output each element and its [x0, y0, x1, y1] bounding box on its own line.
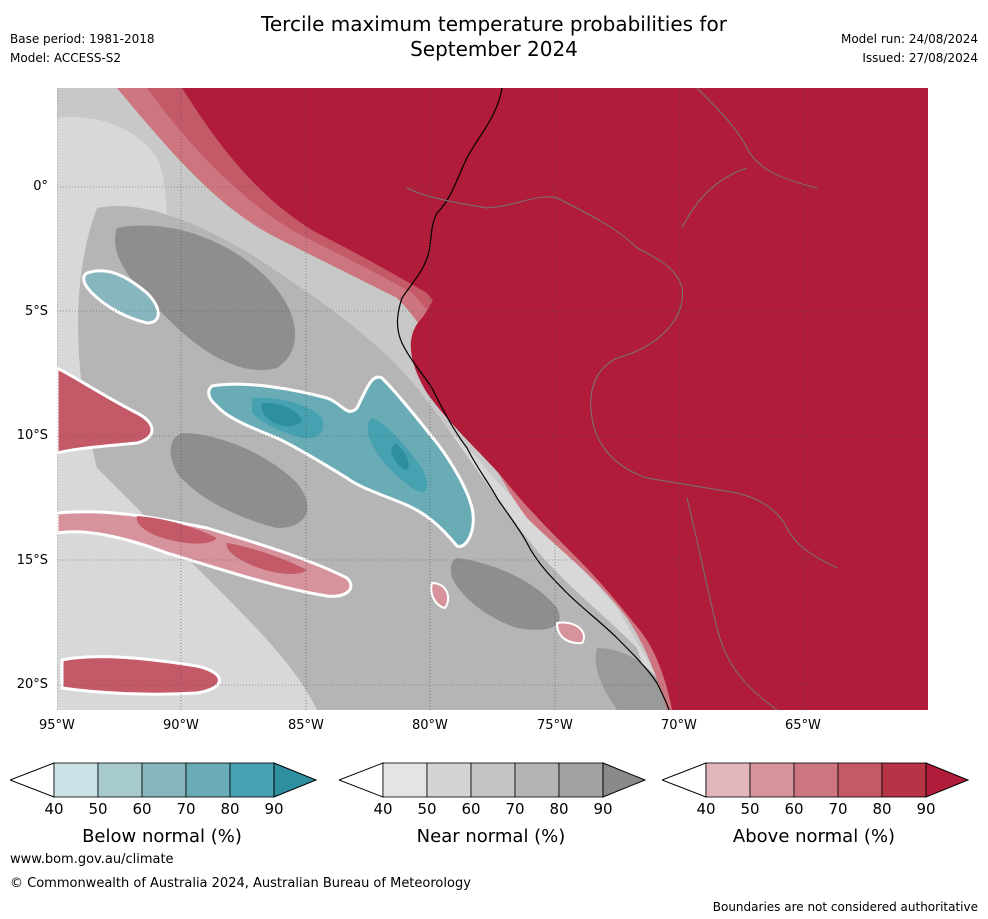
country-borders	[406, 88, 838, 710]
lat-label-20s: 20°S	[16, 677, 48, 692]
cb-above-seg-4	[837, 762, 883, 798]
above-normal-band-1	[57, 510, 353, 598]
colorbar-near: 40 50 60 70 80 90 Near normal (%)	[337, 762, 647, 852]
cb-below-tick-70: 70	[176, 800, 196, 818]
cb-near-tick-60: 60	[461, 800, 481, 818]
copyright-notice: © Commonwealth of Australia 2024, Austra…	[10, 876, 471, 891]
cb-near-tick-80: 80	[549, 800, 569, 818]
cb-near-tick-40: 40	[373, 800, 393, 818]
cb-near-label: Near normal (%)	[416, 826, 566, 847]
coastline	[396, 88, 670, 710]
cb-above-seg-2	[749, 762, 795, 798]
cb-near-under	[337, 762, 384, 798]
cb-below-seg-2	[97, 762, 143, 798]
cb-below-seg-5	[229, 762, 275, 798]
above-normal-west-patch	[57, 366, 154, 455]
colorbar-below-bar	[8, 762, 318, 798]
cb-below-tick-80: 80	[220, 800, 240, 818]
cb-near-seg-5	[558, 762, 604, 798]
above-normal-south-patch	[60, 655, 221, 696]
website-link[interactable]: www.bom.gov.au/climate	[10, 852, 174, 867]
cb-above-over	[925, 762, 970, 798]
lat-label-5s: 5°S	[24, 304, 48, 319]
cb-above-seg-1	[705, 762, 751, 798]
cb-near-seg-1	[382, 762, 428, 798]
cb-near-seg-3	[470, 762, 516, 798]
cb-above-tick-60: 60	[784, 800, 804, 818]
cb-above-seg-3	[793, 762, 839, 798]
lon-label-75w: 75°W	[537, 718, 573, 733]
cb-near-tick-90: 90	[593, 800, 613, 818]
land-mass	[410, 88, 928, 710]
cb-above-seg-5	[881, 762, 927, 798]
near-normal-dark-patch-2	[170, 433, 308, 528]
lon-label-85w: 85°W	[288, 718, 324, 733]
cb-below-tick-50: 50	[88, 800, 108, 818]
cb-above-under	[660, 762, 707, 798]
lat-label-0: 0°	[33, 179, 48, 194]
title-line-1: Tercile maximum temperature probabilitie…	[261, 12, 727, 36]
cb-above-label: Above normal (%)	[732, 826, 896, 847]
cb-above-tick-70: 70	[828, 800, 848, 818]
cb-below-tick-90: 90	[264, 800, 284, 818]
cb-above-tick-40: 40	[696, 800, 716, 818]
cb-above-tick-80: 80	[872, 800, 892, 818]
colorbar-above-bar	[660, 762, 970, 798]
lat-label-10s: 10°S	[16, 428, 48, 443]
lon-label-65w: 65°W	[785, 718, 821, 733]
lon-label-90w: 90°W	[163, 718, 199, 733]
near-normal-dark-patch-4	[595, 648, 667, 710]
page-title: Tercile maximum temperature probabilitie…	[0, 12, 988, 62]
near-normal-dark-patch-3	[450, 558, 560, 630]
below-normal-north-patch	[82, 269, 160, 325]
colorbar-below: 40 50 60 70 80 90 Below normal (%)	[8, 762, 318, 852]
cb-near-tick-70: 70	[505, 800, 525, 818]
cb-below-under	[8, 762, 55, 798]
colorbar-near-bar	[337, 762, 647, 798]
model-run: Model run: 24/08/2024	[840, 32, 978, 46]
lon-label-70w: 70°W	[661, 718, 697, 733]
issued-date: Issued: 27/08/2024	[862, 51, 978, 65]
near-normal-dark-patch-1	[115, 225, 296, 370]
cb-near-over	[602, 762, 647, 798]
cb-above-tick-50: 50	[740, 800, 760, 818]
cb-near-seg-4	[514, 762, 560, 798]
lon-label-80w: 80°W	[412, 718, 448, 733]
base-period: Base period: 1981-2018	[10, 32, 155, 46]
cb-below-tick-60: 60	[132, 800, 152, 818]
above-normal-small-patch-2	[555, 621, 585, 645]
lon-label-95w: 95°W	[39, 718, 75, 733]
cb-below-seg-1	[53, 762, 99, 798]
above-normal-small-patch-1	[430, 581, 450, 610]
model-name: Model: ACCESS-S2	[10, 51, 122, 65]
lat-label-15s: 15°S	[16, 553, 48, 568]
map-gridlines	[57, 88, 928, 710]
below-normal-deep	[261, 402, 409, 470]
cb-below-tick-40: 40	[44, 800, 64, 818]
cb-below-seg-4	[185, 762, 231, 798]
cb-below-label: Below normal (%)	[82, 826, 242, 847]
cb-below-over	[273, 762, 318, 798]
cb-near-seg-2	[426, 762, 472, 798]
cb-above-tick-90: 90	[916, 800, 936, 818]
probability-map[interactable]	[57, 88, 928, 710]
cb-below-seg-3	[141, 762, 187, 798]
above-normal-band-2	[136, 516, 307, 574]
boundaries-disclaimer: Boundaries are not considered authoritat…	[712, 900, 978, 914]
colorbar-above: 40 50 60 70 80 90 Above normal (%)	[660, 762, 970, 852]
cb-near-tick-50: 50	[417, 800, 437, 818]
title-line-2: September 2024	[410, 37, 578, 61]
